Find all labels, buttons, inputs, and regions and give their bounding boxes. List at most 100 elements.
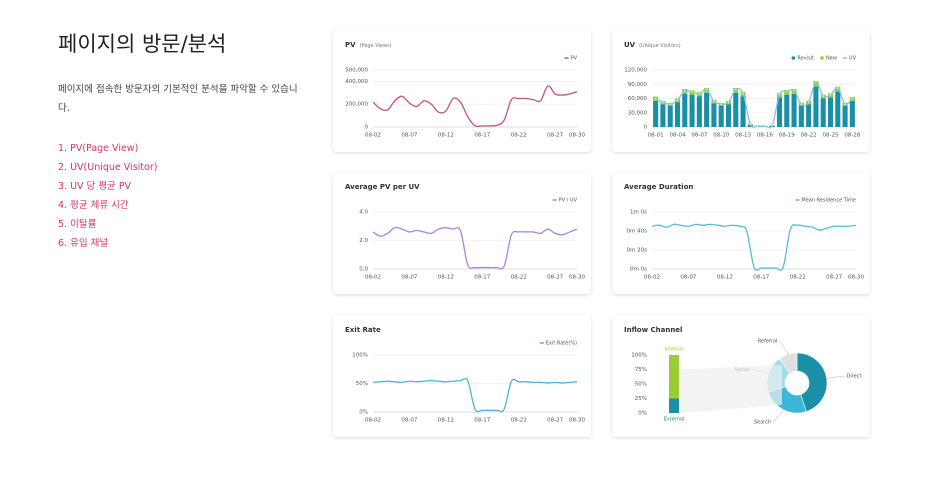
legend-label: Exit Rate(%) — [546, 341, 577, 347]
x-tick-label: 08-19 — [779, 133, 795, 139]
x-tick-label: 08-22 — [511, 133, 527, 139]
x-tick-label: 08-17 — [474, 275, 490, 281]
bar — [733, 92, 739, 127]
x-tick-label: 08-02 — [644, 275, 660, 281]
point — [800, 103, 803, 106]
x-tick-label: 08-07 — [680, 275, 696, 281]
y-tick-label: 0% — [359, 410, 368, 416]
x-tick-label: 08-02 — [365, 133, 381, 139]
connector — [679, 365, 782, 413]
y-tick-label: 100% — [352, 353, 368, 359]
point — [669, 103, 672, 106]
point — [807, 101, 810, 104]
x-tick-label: 08-07 — [401, 275, 417, 281]
y-tick-label: 0% — [638, 411, 647, 417]
x-tick-label: 08-10 — [713, 133, 729, 139]
x-tick-label: 08-12 — [438, 275, 454, 281]
bar — [806, 104, 812, 127]
list-item: 6. 유입 채널 — [58, 238, 109, 249]
y-tick-label: 75% — [635, 367, 647, 373]
chart-subtitle: (Unique Visitors) — [639, 43, 681, 49]
bar-label: External — [664, 417, 685, 423]
y-tick-label: 60,000 — [628, 96, 648, 102]
bar — [784, 94, 790, 127]
bar — [849, 100, 855, 127]
x-tick-label: 08-27 — [826, 275, 842, 281]
x-tick-label: 08-17 — [474, 133, 490, 139]
x-tick-label: 08-13 — [735, 133, 751, 139]
y-tick-label: 400,000 — [345, 79, 368, 85]
point — [785, 90, 788, 93]
chart-title: UV — [624, 41, 636, 49]
y-tick-label: 500,000 — [345, 68, 368, 74]
card — [333, 315, 591, 437]
bar — [669, 398, 679, 413]
bar — [798, 105, 804, 127]
line — [651, 223, 857, 271]
point — [792, 89, 796, 92]
leader-line — [779, 341, 788, 355]
point — [698, 92, 701, 95]
bar — [689, 94, 695, 127]
y-tick-label: 2.0 — [359, 238, 368, 244]
item-list: 1. PV(Page View) 2. UV(Unique Visitor) 3… — [58, 139, 157, 253]
point — [756, 124, 759, 128]
x-tick-label: 08-22 — [511, 275, 527, 281]
point — [690, 90, 694, 93]
list-item: 5. 이탈률 — [58, 219, 97, 230]
description: 페이지에 접속한 방문자의 기본적인 분석을 파악할 수 있습니다. — [58, 84, 298, 114]
list-item: 2. UV(Unique Visitor) — [58, 162, 158, 173]
pie-slice — [796, 352, 828, 412]
point — [771, 124, 774, 127]
y-tick-label: 4.0 — [359, 210, 368, 216]
card — [333, 172, 591, 294]
x-tick-label: 08-02 — [365, 418, 381, 424]
legend-label: New — [826, 56, 837, 62]
leader-line — [772, 409, 784, 423]
leader-line — [826, 375, 845, 379]
x-tick-label: 08-12 — [717, 275, 733, 281]
y-tick-label: 0m 20s — [627, 248, 648, 254]
y-tick-label: 120,000 — [624, 68, 647, 74]
bar — [842, 105, 848, 127]
chart-title: Exit Rate — [345, 326, 381, 334]
x-tick-label: 08-07 — [401, 133, 417, 139]
y-tick-label: 0m 0s — [630, 267, 647, 273]
bar — [660, 104, 666, 127]
bar — [718, 105, 724, 127]
y-tick-label: 25% — [635, 396, 647, 402]
card — [333, 30, 591, 152]
point — [712, 100, 716, 103]
bar — [813, 80, 819, 87]
slice-label: Direct — [846, 374, 861, 380]
bar — [835, 91, 841, 127]
pie-slice — [778, 352, 798, 374]
point — [727, 101, 730, 104]
x-tick-label: 08-22 — [801, 133, 817, 139]
point — [829, 93, 832, 96]
list-item: 4. 평균 체류 시간 — [58, 200, 129, 211]
y-tick-label: 0m 40s — [627, 229, 648, 235]
bar — [704, 92, 710, 127]
point — [741, 92, 745, 95]
y-tick-label: 90,000 — [628, 82, 648, 88]
y-tick-label: 1m 0s — [630, 210, 647, 216]
y-tick-label: 0 — [365, 125, 369, 131]
x-tick-label: 08-16 — [757, 133, 773, 139]
point — [720, 103, 723, 106]
line — [655, 81, 853, 129]
point — [705, 88, 708, 91]
legend-label: PV — [571, 56, 578, 62]
x-tick-label: 08-30 — [569, 133, 585, 139]
bar — [725, 104, 732, 127]
chart-title: PV — [345, 41, 356, 49]
bar — [669, 355, 679, 399]
x-tick-label: 08-30 — [848, 275, 864, 281]
y-tick-label: 50% — [356, 381, 368, 387]
bar — [653, 100, 659, 127]
slice-label: Search — [754, 420, 771, 426]
bar — [776, 97, 783, 127]
legend-marker — [820, 56, 824, 60]
chart-title: Average Duration — [624, 183, 693, 191]
x-tick-label: 08-02 — [365, 275, 381, 281]
